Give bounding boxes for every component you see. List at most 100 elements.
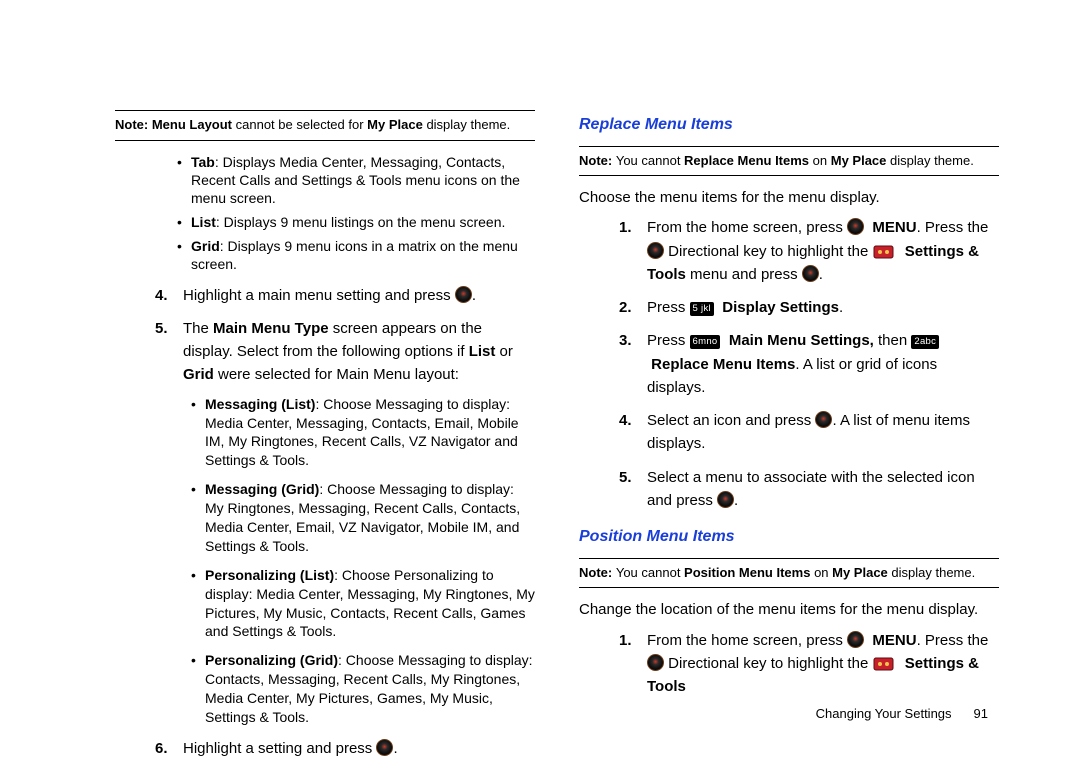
ok-button-icon (802, 265, 819, 282)
step-text: Press (647, 332, 690, 349)
lead-replace: Choose the menu items for the menu displ… (579, 188, 999, 208)
step-1: 1. From the home screen, press MENU. Pre… (619, 216, 999, 286)
step-text: were selected for Main Menu layout: (214, 366, 459, 383)
note-prefix: Note: (115, 117, 152, 132)
step-text: . Press the (917, 632, 989, 649)
note-text: on (809, 153, 831, 168)
step-text: . (819, 266, 823, 283)
step-text: or (495, 343, 513, 360)
ok-button-icon (455, 286, 472, 303)
option-label: Messaging (Grid) (205, 481, 319, 497)
step-text-bold: Main Menu Type (213, 320, 329, 337)
step-text: Select a menu to associate with the sele… (647, 469, 975, 509)
step-4: 4. Highlight a main menu setting and pre… (155, 284, 535, 307)
settings-tools-icon (873, 655, 895, 672)
main-menu-type-options: Messaging (List): Choose Messaging to di… (183, 395, 535, 727)
menu-label: MENU (872, 632, 916, 649)
note-bold: My Place (831, 153, 887, 168)
keypad-2-icon: 2abc (911, 335, 939, 349)
step-number: 1. (619, 629, 632, 652)
step-text: Highlight a main menu setting and press (183, 287, 455, 304)
option-label: Personalizing (Grid) (205, 652, 338, 668)
ok-button-icon (717, 491, 734, 508)
step-text: Select an icon and press (647, 412, 815, 429)
ok-button-icon (847, 218, 864, 235)
step-number: 2. (619, 296, 632, 319)
note-replace: Note: You cannot Replace Menu Items on M… (579, 146, 999, 177)
left-column: Note: Menu Layout cannot be selected for… (115, 110, 535, 770)
directional-key-icon (647, 242, 664, 259)
step-text-bold: Replace Menu Items (651, 356, 795, 373)
option-text: : Displays Media Center, Messaging, Cont… (191, 154, 520, 206)
directional-key-icon (647, 654, 664, 671)
step-4: 4. Select an icon and press . A list of … (619, 409, 999, 456)
step-text-bold: Display Settings (722, 299, 839, 316)
two-column-layout: Note: Menu Layout cannot be selected for… (115, 110, 1000, 770)
ok-button-icon (847, 631, 864, 648)
ok-button-icon (376, 739, 393, 756)
step-number: 1. (619, 216, 632, 239)
note-position: Note: You cannot Position Menu Items on … (579, 558, 999, 589)
option-text: : Displays 9 menu icons in a matrix on t… (191, 238, 518, 272)
note-text: display theme. (886, 153, 973, 168)
step-text: then (874, 332, 912, 349)
note-bold-2: My Place (367, 117, 423, 132)
note-menu-layout: Note: Menu Layout cannot be selected for… (115, 110, 535, 141)
step-text: From the home screen, press (647, 632, 847, 649)
step-text: . (472, 287, 476, 304)
option-label: List (191, 214, 216, 230)
note-prefix: Note: (579, 153, 616, 168)
step-1: 1. From the home screen, press MENU. Pre… (619, 629, 999, 699)
menu-label: MENU (872, 219, 916, 236)
step-number: 4. (619, 409, 632, 432)
step-text: . Press the (917, 219, 989, 236)
note-bold: Replace Menu Items (684, 153, 809, 168)
note-text: You cannot (616, 565, 684, 580)
step-2: 2. Press 5 jkl Display Settings. (619, 296, 999, 319)
note-prefix: Note: (579, 565, 616, 580)
step-number: 6. (155, 737, 168, 760)
footer-label: Changing Your Settings (816, 706, 952, 721)
step-text: menu and press (686, 266, 802, 283)
list-item: Grid: Displays 9 menu icons in a matrix … (177, 237, 535, 273)
note-text: on (810, 565, 832, 580)
option-label: Grid (191, 238, 220, 254)
option-label: Tab (191, 154, 215, 170)
note-bold: Position Menu Items (684, 565, 810, 580)
step-text: . (393, 740, 397, 757)
step-5: 5. The Main Menu Type screen appears on … (155, 317, 535, 727)
option-label: Messaging (List) (205, 396, 315, 412)
step-5: 5. Select a menu to associate with the s… (619, 466, 999, 513)
note-bold-1: Menu Layout (152, 117, 232, 132)
step-text: The (183, 320, 213, 337)
step-number: 5. (619, 466, 632, 489)
step-text-bold: Grid (183, 366, 214, 383)
note-bold: My Place (832, 565, 888, 580)
step-text-bold: Main Menu Settings, (729, 332, 874, 349)
step-text: . (839, 299, 843, 316)
step-number: 3. (619, 329, 632, 352)
step-number: 4. (155, 284, 168, 307)
note-text: You cannot (616, 153, 684, 168)
keypad-6-icon: 6mno (690, 335, 721, 349)
steps-position: 1. From the home screen, press MENU. Pre… (579, 629, 999, 699)
option-text: : Displays 9 menu listings on the menu s… (216, 214, 505, 230)
list-item: Tab: Displays Media Center, Messaging, C… (177, 153, 535, 208)
list-item: Messaging (Grid): Choose Messaging to di… (191, 480, 535, 556)
page-footer: Changing Your Settings 91 (816, 706, 988, 721)
ok-button-icon (815, 411, 832, 428)
steps-replace: 1. From the home screen, press MENU. Pre… (579, 216, 999, 512)
step-text: From the home screen, press (647, 219, 847, 236)
step-3: 3. Press 6mno Main Menu Settings, then 2… (619, 329, 999, 399)
note-mid: cannot be selected for (232, 117, 367, 132)
step-text: Highlight a setting and press (183, 740, 376, 757)
list-item: Personalizing (List): Choose Personalizi… (191, 566, 535, 642)
step-text: . (734, 492, 738, 509)
lead-position: Change the location of the menu items fo… (579, 600, 999, 620)
option-label: Personalizing (List) (205, 567, 334, 583)
step-text: Directional key to highlight the (668, 243, 872, 260)
page-number: 91 (974, 706, 988, 721)
note-text: display theme. (888, 565, 975, 580)
step-number: 5. (155, 317, 168, 340)
settings-tools-icon (873, 243, 895, 260)
